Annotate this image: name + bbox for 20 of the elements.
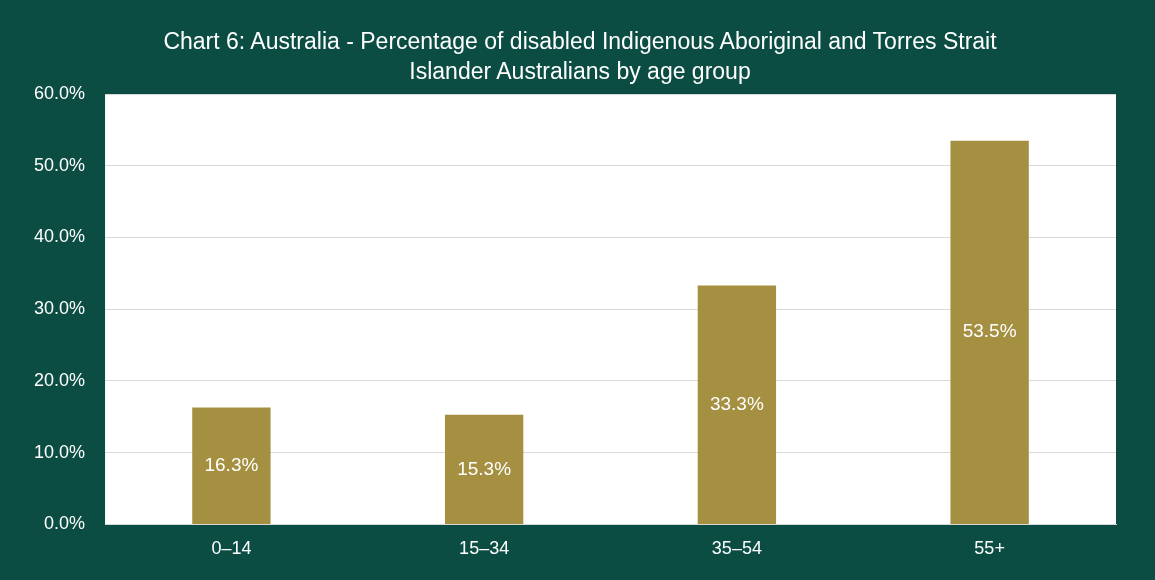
bar (192, 407, 271, 524)
x-tick-label: 0–14 (211, 538, 252, 559)
chart-title: Chart 6: Australia - Percentage of disabled Indigenous Aboriginal and Torres Strait Islander Australians by age group (162, 27, 998, 86)
bar (697, 285, 777, 524)
y-tick-label: 50.0% (33, 154, 86, 175)
x-tick-label: 55+ (974, 538, 1005, 559)
data-label: 15.3% (457, 457, 512, 479)
data-label: 16.3% (204, 453, 259, 475)
x-tick-label: 35–54 (711, 538, 762, 559)
x-tick-label: 15–34 (459, 538, 510, 559)
data-label: 33.3% (709, 392, 764, 414)
y-tick-label: 60.0% (33, 82, 86, 103)
y-tick-label: 0.0% (44, 513, 86, 534)
y-tick-label: 10.0% (33, 441, 86, 462)
y-tick-label: 20.0% (33, 369, 86, 390)
data-label: 53.5% (962, 320, 1017, 342)
y-tick-label: 40.0% (33, 226, 86, 247)
bar (950, 140, 1029, 524)
bar (444, 414, 524, 524)
y-tick-label: 30.0% (33, 298, 86, 319)
